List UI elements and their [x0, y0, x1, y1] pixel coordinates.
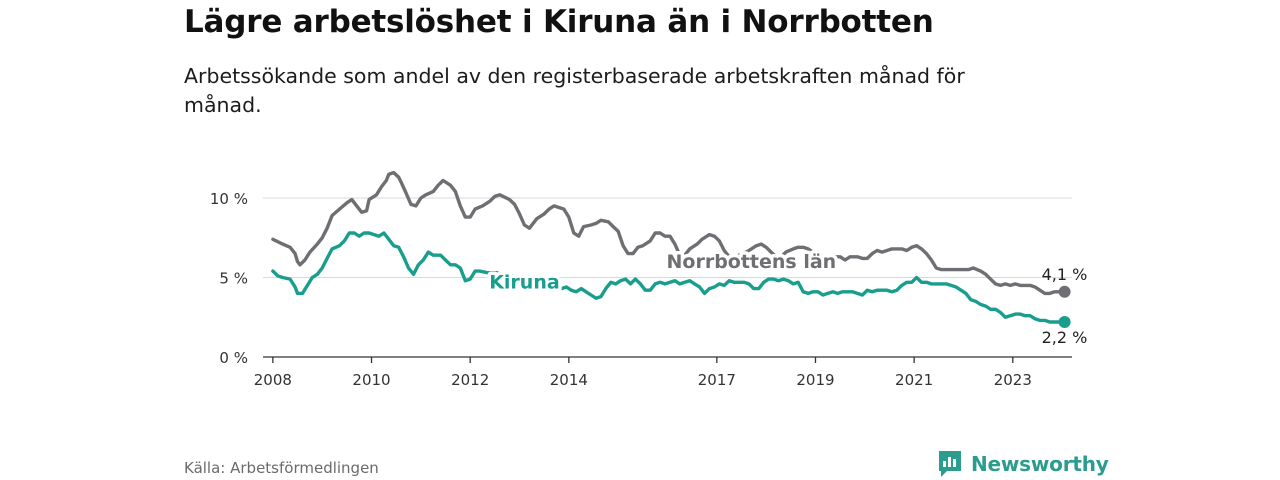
- line-chart: 2008 2010 2012 2014 2017 2019 2021 2023 0 % 5 % 1…: [210, 170, 1087, 389]
- end-point-kiruna: [1058, 316, 1071, 329]
- chart-labels: 0 %5 %10 %4,1 %2,2 %Norrbottens länNorrb…: [210, 190, 1087, 367]
- y-tick-label: 10 %: [210, 190, 248, 208]
- brand-name: Newsworthy: [971, 452, 1109, 476]
- x-tick-label: 2019: [796, 371, 834, 389]
- x-tick-label: 2021: [895, 371, 933, 389]
- series-lines: [271, 170, 1071, 329]
- y-tick-label: 0 %: [219, 349, 248, 367]
- series-annotation-halo: Norrbottens län: [667, 251, 837, 273]
- series-line-norrbotten: [271, 170, 1067, 296]
- series-annotation: Norrbottens län: [667, 251, 837, 273]
- series-annotation-halo: Kiruna: [489, 272, 559, 294]
- source-note: Källa: Arbetsförmedlingen: [184, 459, 379, 477]
- end-value-label: 4,1 %: [1042, 265, 1088, 284]
- series-line-kiruna: [271, 231, 1067, 324]
- x-tick-label: 2023: [994, 371, 1032, 389]
- x-tick-label: 2014: [550, 371, 588, 389]
- x-tick-label: 2008: [254, 371, 292, 389]
- x-tick-label: 2010: [352, 371, 390, 389]
- x-tick-label: 2012: [451, 371, 489, 389]
- y-tick-label: 5 %: [219, 270, 248, 288]
- x-tick-label: 2017: [698, 371, 736, 389]
- series-annotation: Kiruna: [489, 272, 559, 294]
- chart-title: Lägre arbetslöshet i Kiruna än i Norrbot…: [184, 4, 934, 40]
- newsworthy-logo-icon: [939, 451, 961, 477]
- x-axis: 2008 2010 2012 2014 2017 2019 2021 2023: [254, 356, 1072, 389]
- end-point-norrbotten: [1058, 285, 1071, 298]
- end-value-label: 2,2 %: [1042, 328, 1088, 347]
- gridlines: [263, 197, 1072, 278]
- chart-subtitle: Arbetssökande som andel av den registerb…: [184, 64, 965, 117]
- brand-logo[interactable]: Newsworthy: [937, 448, 1109, 480]
